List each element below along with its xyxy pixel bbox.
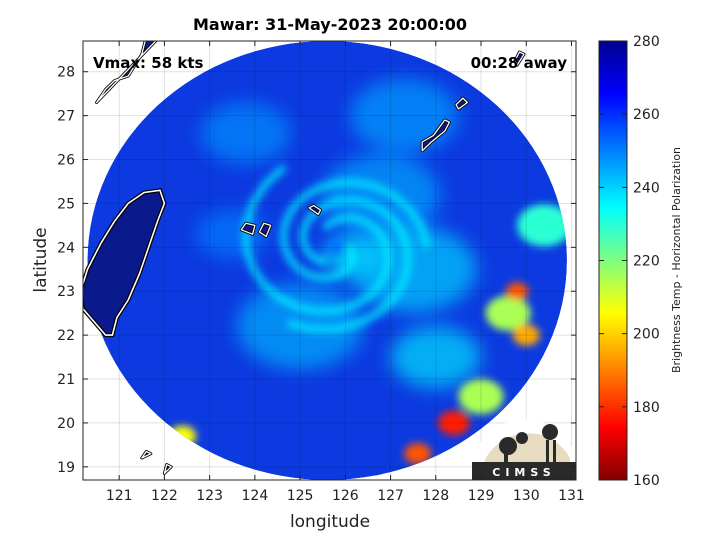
x-tick-label: 128: [422, 488, 449, 504]
precip-cell: [485, 295, 531, 331]
spiral-band: [279, 178, 431, 282]
chart-title: Mawar: 31-May-2023 20:00:00: [193, 15, 467, 34]
x-tick-label: 126: [332, 488, 359, 504]
island-coast: [258, 222, 272, 238]
y-tick-label: 21: [57, 372, 75, 388]
colorbar-tick-label: 260: [633, 107, 660, 123]
y-tick-label: 28: [57, 65, 75, 81]
precip-cell: [438, 410, 470, 436]
y-tick-label: 20: [57, 416, 75, 432]
brightness-temp-swath: [87, 41, 567, 480]
plot-frame: [82, 40, 577, 481]
time-away-annotation: 00:28 away: [471, 54, 568, 72]
x-tick-label: 131: [558, 488, 585, 504]
y-axis: 19 20 21 22 23 24 25 26 27 28: [57, 65, 576, 476]
precip-cell: [512, 324, 540, 346]
colorbar: 160 180 200 220 240 260 280 Brightness Temp - …: [598, 34, 683, 489]
island-coast: [95, 41, 157, 104]
y-tick-label: 25: [57, 196, 75, 212]
y-tick-label: 22: [57, 328, 75, 344]
y-tick-label: 27: [57, 109, 75, 125]
cimss-logo: CIMSS: [472, 419, 576, 480]
y-tick-label: 23: [57, 284, 75, 300]
island-coast: [308, 204, 322, 216]
colorbar-tick-label: 200: [633, 327, 660, 343]
storm-eye: [329, 240, 344, 255]
island-coast: [514, 51, 525, 66]
x-tick-label: 122: [151, 488, 178, 504]
spiral-band: [242, 164, 392, 315]
island-coast: [163, 463, 172, 475]
x-tick-label: 129: [468, 488, 495, 504]
taiwan-coast: [83, 189, 166, 336]
x-axis-label: longitude: [290, 512, 370, 532]
island-coast: [421, 119, 451, 152]
y-tick-label: 19: [57, 460, 75, 476]
taiwan-fill: [83, 190, 165, 336]
colorbar-label: Brightness Temp - Horizontal Polarizatio…: [670, 147, 683, 373]
x-tick-label: 124: [242, 488, 269, 504]
grid-lines: [83, 41, 576, 480]
x-tick-label: 127: [377, 488, 404, 504]
precip-cell: [458, 379, 504, 415]
x-tick-label: 130: [513, 488, 540, 504]
precip-cell: [404, 443, 432, 465]
y-tick-label: 24: [57, 240, 75, 256]
island-coast: [141, 450, 152, 459]
x-tick-label: 123: [196, 488, 223, 504]
x-axis: 121 122 123 124 125 126 127 128 129 130 131: [106, 41, 585, 504]
y-axis-label: latitude: [31, 227, 51, 292]
rainband: [349, 78, 459, 153]
spiral-band: [286, 196, 412, 333]
precip-cell: [517, 204, 567, 247]
coastlines: [83, 41, 526, 475]
colorbar-tick-label: 220: [633, 254, 660, 270]
rainband: [322, 154, 441, 235]
island-coast: [240, 222, 256, 235]
vmax-annotation: Vmax: 58 kts: [93, 54, 203, 72]
cimss-logo-text: CIMSS: [492, 466, 555, 479]
x-tick-label: 125: [287, 488, 314, 504]
y-tick-label: 26: [57, 153, 75, 169]
colorbar-tick-label: 160: [633, 473, 660, 489]
rainband: [196, 209, 269, 259]
colorbar-tick-label: 240: [633, 180, 660, 196]
x-tick-label: 121: [106, 488, 133, 504]
rainband: [349, 226, 477, 313]
rainband: [390, 326, 482, 388]
rainband: [200, 102, 292, 164]
precip-cell: [505, 282, 529, 301]
colorbar-tick-label: 180: [633, 400, 660, 416]
colorbar-tick-label: 280: [633, 34, 660, 50]
island-coast: [455, 97, 469, 110]
